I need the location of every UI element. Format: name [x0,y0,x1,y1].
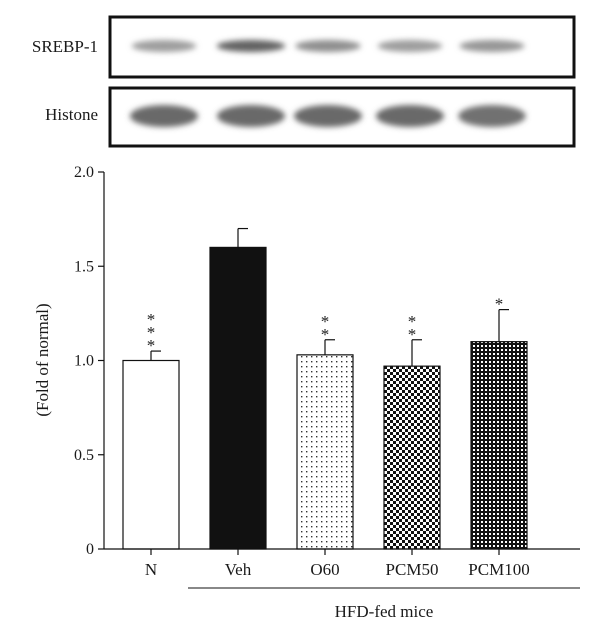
significance-marker: * * [408,312,417,344]
y-tick-label: 1.5 [74,258,94,275]
blot-band [458,105,526,127]
y-axis-label: (Fold of normal) [33,303,52,416]
x-tick-label: N [145,560,157,579]
bar [122,359,180,550]
bar [209,246,267,550]
bar [383,365,441,550]
blot-band [130,105,198,127]
significance-marker: * * * [147,310,156,355]
x-tick-label: PCM50 [386,560,439,579]
blot-band [459,40,525,52]
blot-band [131,40,197,52]
blot-band [377,40,443,52]
x-axis: N Veh O60 PCM50 PCM100 [104,548,580,579]
x-tick-label: O60 [310,560,339,579]
bar-chart: 00.51.01.52.0 * * ** ** ** N Veh O60 PCM50 PCM10… [33,164,580,621]
bar [296,354,354,550]
blot-band [294,105,362,127]
blot-band [376,105,444,127]
x-tick-label: PCM100 [468,560,529,579]
x-tick-label: Veh [225,560,252,579]
y-tick-label: 2.0 [74,164,94,181]
significance-marker: * * [321,312,330,344]
blot-band [216,40,286,52]
blot-label-histone: Histone [45,105,98,124]
y-tick-label: 0.5 [74,447,94,464]
y-tick-label: 0 [86,541,94,558]
blot-panel-srebp1: SREBP-1 [32,15,576,79]
significance-marker: * [495,295,504,314]
blot-band [217,105,285,127]
y-axis: 0 0.5 1.0 1.5 2.0 [74,164,105,558]
blot-panel-histone: Histone [45,86,576,148]
group-label: HFD-fed mice [335,602,434,621]
bar [470,341,528,550]
blot-band [295,40,361,52]
y-tick-label: 1.0 [74,353,94,370]
blot-label-srebp1: SREBP-1 [32,37,98,56]
